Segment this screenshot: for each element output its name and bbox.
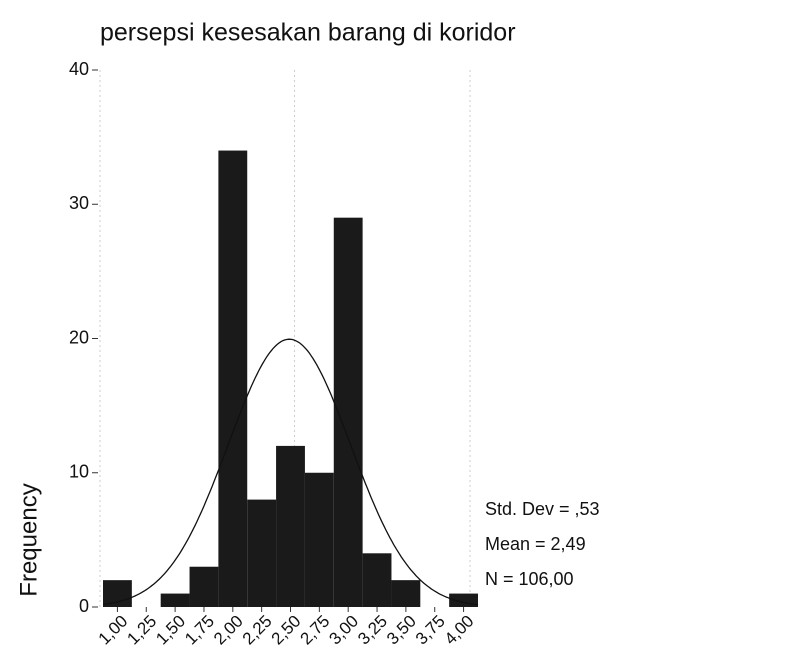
bar	[276, 445, 305, 607]
x-tick-label: 1,50	[152, 612, 189, 649]
bar	[189, 566, 219, 607]
chart-title: persepsi kesesakan barang di koridor	[100, 19, 516, 47]
normal-curve	[102, 338, 479, 606]
bar	[247, 499, 277, 607]
y-axis-label: Frequency	[15, 483, 42, 596]
x-tick-label: 3,75	[412, 612, 449, 649]
bar	[304, 472, 334, 607]
bar	[362, 553, 392, 607]
x-tick-label: 1,75	[181, 612, 218, 649]
x-tick-label: 2,25	[239, 612, 276, 649]
annotation: Std. Dev = ,53	[485, 499, 600, 519]
x-tick-label: 1,25	[123, 612, 160, 649]
bar	[218, 150, 248, 608]
x-tick-label: 1,00	[95, 612, 132, 649]
y-tick-label: 10	[69, 462, 89, 482]
y-tick-label: 20	[69, 327, 89, 347]
annotation: Mean = 2,49	[485, 534, 586, 554]
x-tick-label: 3,50	[383, 612, 420, 649]
y-tick-label: 40	[69, 59, 89, 79]
x-tick-label: 2,75	[297, 612, 334, 649]
y-tick-label: 0	[79, 596, 89, 616]
y-tick-label: 30	[69, 193, 89, 213]
x-tick-label: 3,25	[354, 612, 391, 649]
x-tick-label: 2,00	[210, 612, 247, 649]
x-tick-label: 4,00	[441, 612, 478, 649]
bar	[160, 593, 190, 607]
bar	[103, 580, 132, 607]
x-tick-label: 3,00	[325, 612, 362, 649]
annotation: N = 106,00	[485, 569, 574, 589]
x-tick-label: 2,50	[268, 612, 305, 649]
bar	[391, 580, 421, 607]
